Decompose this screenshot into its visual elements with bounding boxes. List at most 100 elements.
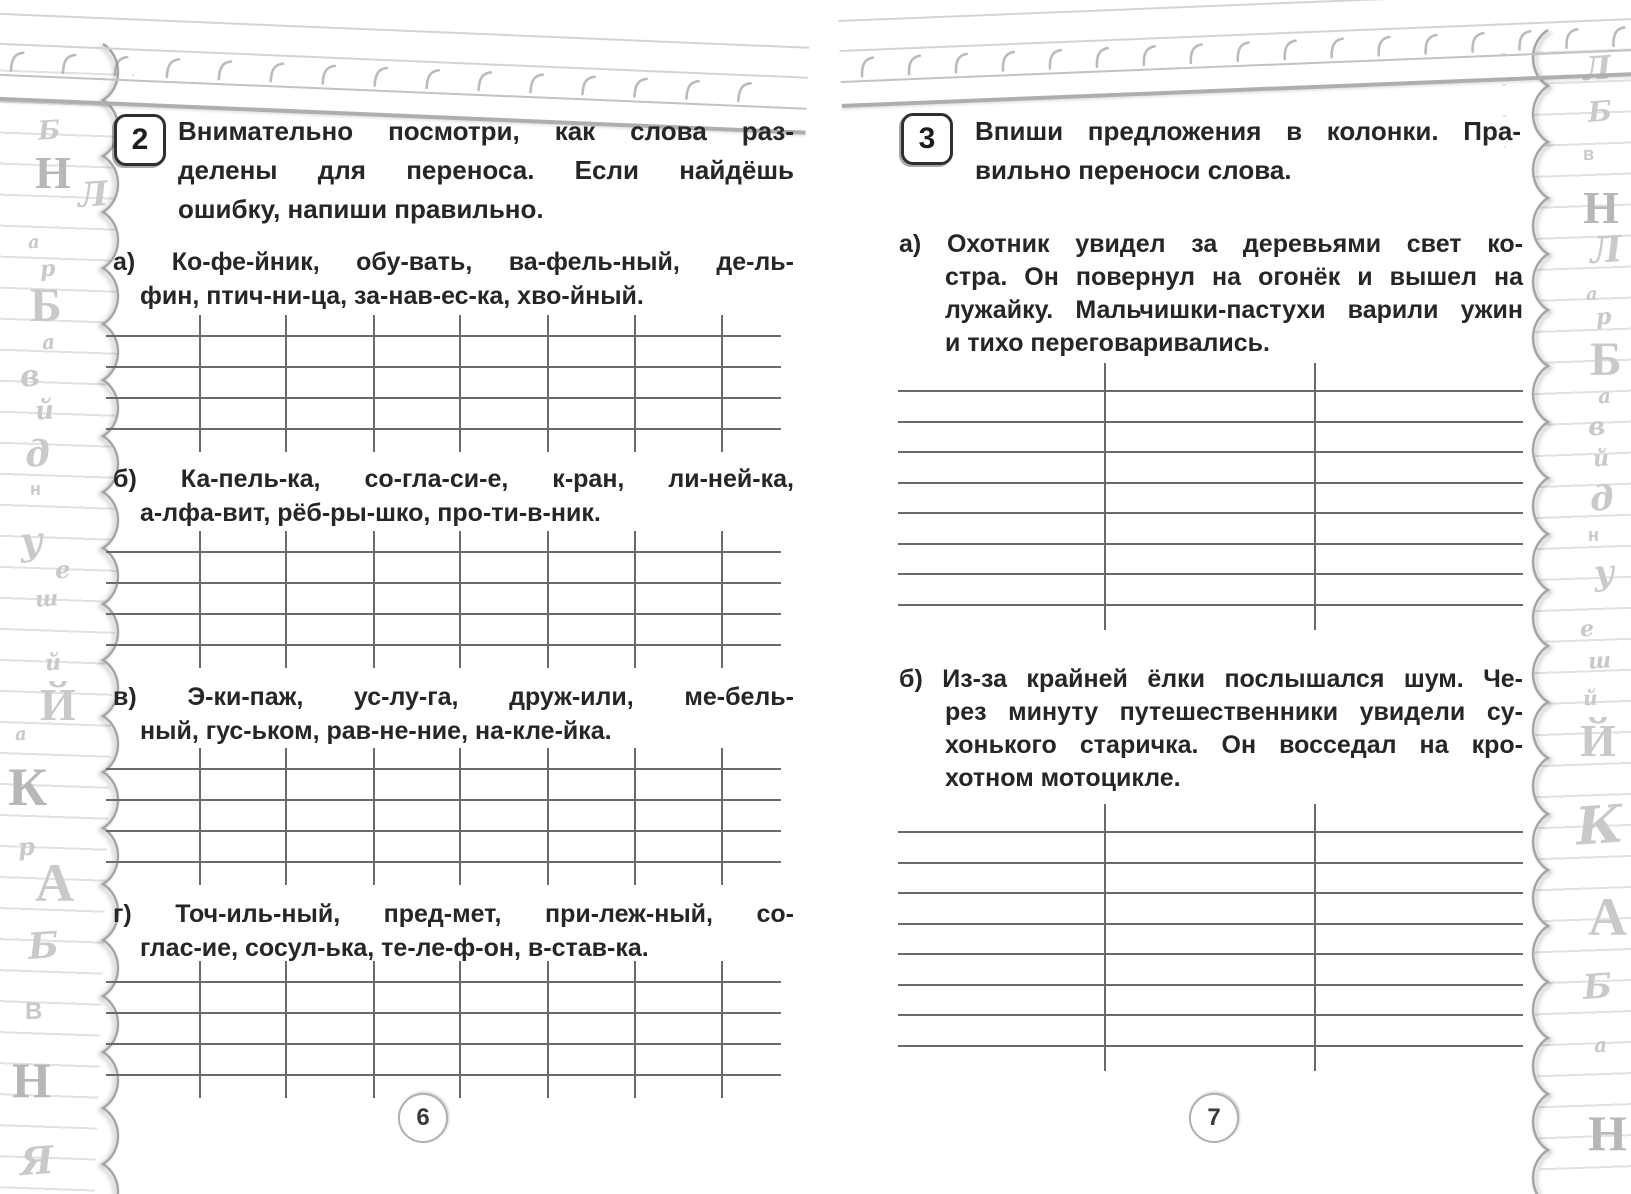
hook-mark-icon (954, 52, 969, 74)
grid-line-horizontal (106, 644, 781, 646)
item-label: в) (113, 683, 137, 711)
hook-mark-icon (633, 77, 648, 98)
grid-line-vertical (199, 748, 201, 885)
item-line: фин, птич-ни-ца, за-нав-ес-ка, хво-йный. (140, 282, 644, 310)
exercise-3-instruction: Впиши предложения в колонки. Пра- вильно… (975, 112, 1521, 190)
page-number: 7 (1207, 1104, 1221, 1131)
item-line: хонького старичка. Он восседал на кро- (945, 731, 1523, 759)
hook-mark-icon (529, 73, 545, 94)
grid-line-horizontal (898, 1044, 1523, 1047)
task-number: 2 (131, 123, 149, 156)
exercise-2-item-a: а) Ко-фе-йник, обу-вать, ва-фель-ный, де… (113, 245, 794, 313)
grid-line-vertical (634, 315, 636, 452)
ruled-line (838, 0, 1631, 22)
grid-line-horizontal (106, 551, 781, 553)
grid-line-vertical (634, 748, 636, 885)
grid-line-vertical (459, 315, 461, 452)
grid-line-horizontal (898, 922, 1523, 925)
instruction-line: ошибку, напиши правильно. (178, 194, 544, 224)
watermark-letter: Н (35, 147, 71, 198)
grid-line-horizontal (898, 451, 1523, 453)
grid-line-horizontal (898, 953, 1523, 955)
grid-line-vertical (373, 531, 375, 668)
hook-mark-icon (1377, 35, 1391, 57)
exercise-2-instruction: Внимательно посмотри, как слова раз- дел… (178, 112, 794, 229)
grid-line-horizontal (106, 613, 781, 615)
grid-line-horizontal (106, 799, 781, 801)
page-number-badge-7: 7 (1189, 1093, 1239, 1143)
grid-line-vertical (373, 315, 375, 452)
torn-edge-stroke (1531, 28, 1551, 1194)
grid-line-vertical (721, 531, 723, 668)
grid-line-horizontal (106, 981, 781, 983)
torn-edge-fill (103, 44, 132, 1194)
item-label: б) (113, 465, 137, 493)
hook-mark-icon (1424, 33, 1438, 55)
hook-mark-icon (860, 56, 875, 78)
item-line: в) Э-ки-паж, ус-лу-га, друж-или, ме-бель… (113, 683, 794, 711)
hook-mark-icon (1095, 46, 1109, 68)
item-line: лужайку. Мальчишки-пастухи варили ужин (945, 296, 1523, 324)
grid-line-horizontal (898, 831, 1523, 833)
grid-line-vertical (373, 748, 375, 885)
watermark-letter: А (1588, 887, 1627, 947)
left-torn-edge (100, 42, 132, 1194)
grid-line-horizontal (106, 397, 781, 399)
grid-line-vertical (459, 748, 461, 885)
grid-line-horizontal (898, 573, 1523, 575)
grid-line-vertical (199, 961, 201, 1098)
item-label: а) (113, 248, 136, 276)
grid-line-horizontal (898, 481, 1523, 484)
right-torn-edge (1506, 28, 1551, 1194)
hook-mark-icon (9, 51, 25, 72)
hook-mark-icon (1565, 28, 1579, 50)
grid-line-horizontal (898, 512, 1523, 514)
grid-line-vertical (1104, 804, 1106, 1071)
grid-line-vertical (459, 961, 461, 1098)
exercise-2-item-v: в) Э-ки-паж, ус-лу-га, друж-или, ме-бель… (113, 680, 794, 748)
grid-line-horizontal (106, 1043, 781, 1045)
instruction-line: Впиши предложения в колонки. Пра- (975, 116, 1521, 146)
grid-line-vertical (721, 315, 723, 452)
exercise-3-item-a: а) Охотник увидел за деревьями свет ко- … (899, 228, 1523, 360)
grid-line-horizontal (898, 861, 1523, 864)
item-label: б) (899, 665, 923, 693)
item-line: стра. Он повернул на огонёк и вышел на (945, 263, 1523, 291)
watermark-letter: Б (1590, 333, 1622, 386)
hook-mark-icon (1471, 31, 1485, 53)
grid-line-vertical (634, 531, 636, 668)
instruction-line: вильно переноси слова. (975, 155, 1292, 185)
grid-line-horizontal (106, 768, 781, 770)
grid-line-vertical (547, 748, 549, 885)
grid-line-vertical (547, 531, 549, 668)
grid-line-horizontal (898, 603, 1523, 606)
left-page-top-band (0, 10, 810, 160)
item-label: а) (899, 230, 922, 258)
instruction-line: Внимательно посмотри, как слова раз- (178, 116, 794, 146)
grid-line-vertical (285, 748, 287, 885)
grid-line-vertical (721, 961, 723, 1098)
item-line: хотном мотоцикле. (945, 764, 1181, 792)
torn-edge-stroke (100, 42, 120, 1194)
hook-mark-icon (1330, 37, 1344, 59)
grid-line-vertical (285, 961, 287, 1098)
hook-mark-icon (1283, 39, 1297, 61)
item-line: рез минуту путешественники увидели су- (945, 698, 1523, 726)
hook-mark-icon (1236, 41, 1250, 63)
item-line: а) Ко-фе-йник, обу-вать, ва-фель-ный, де… (113, 248, 794, 276)
exercise-2-item-g: г) Точ-иль-ный, пред-мет, при-леж-ный, с… (113, 897, 794, 965)
watermark-letter: в (1583, 144, 1595, 164)
watermark-letter: Й (40, 679, 76, 730)
hook-mark-icon (217, 60, 233, 81)
exercise-2-item-b: б) Ка-пель-ка, со-гла-си-е, к-ран, ли-не… (113, 462, 794, 530)
grid-line-vertical (459, 531, 461, 668)
item-line: б) Ка-пель-ка, со-гла-си-е, к-ран, ли-не… (113, 465, 794, 493)
hook-mark-icon (1048, 48, 1063, 70)
page-number: 6 (416, 1104, 430, 1131)
grid-line-vertical (199, 315, 201, 452)
watermark-letter: А (35, 853, 74, 913)
grid-line-horizontal (898, 983, 1523, 986)
